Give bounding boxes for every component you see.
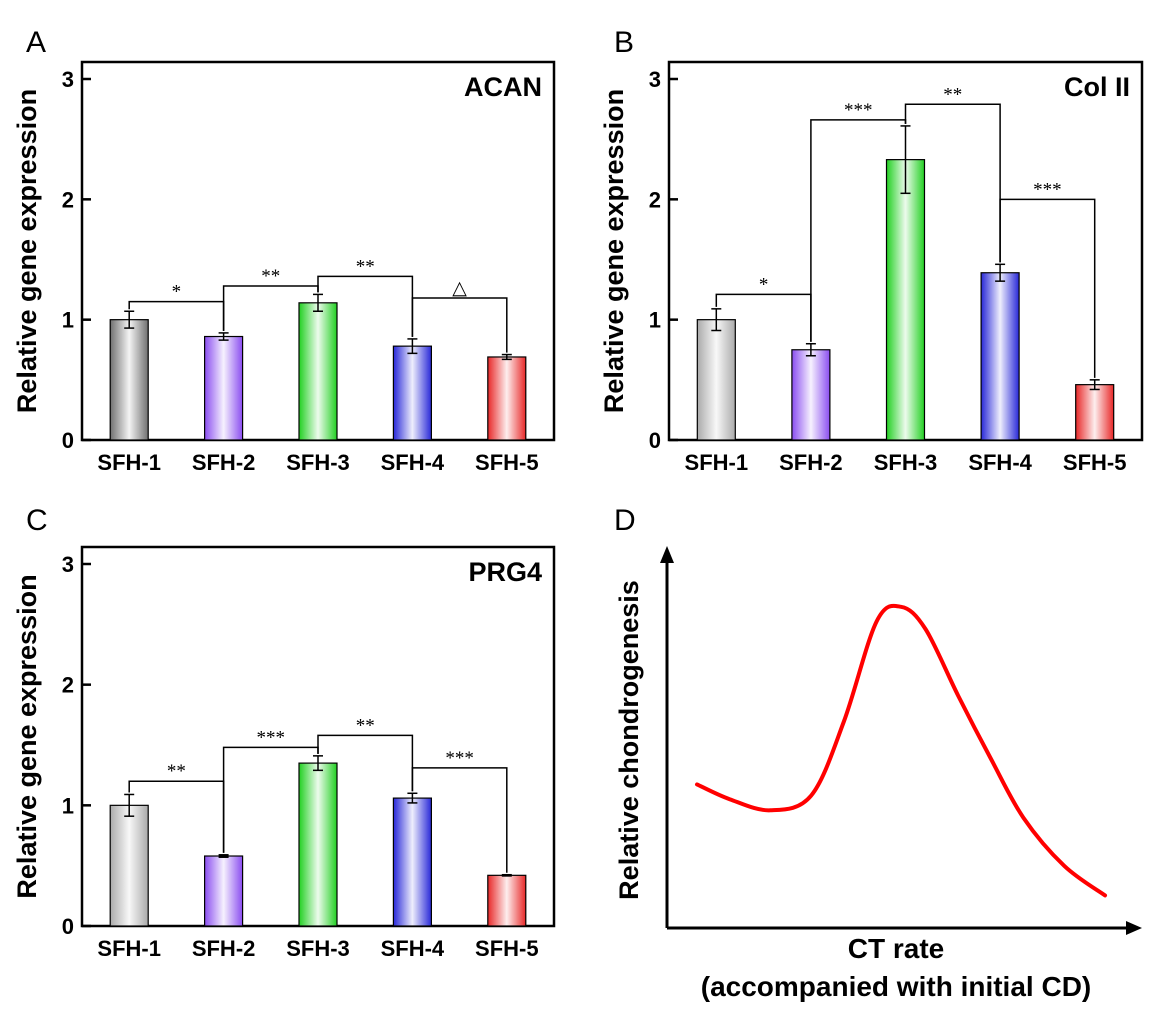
significance-bracket (317, 734, 414, 792)
panel-letter-c: C (26, 504, 48, 537)
bar-sfh-2 (204, 335, 244, 441)
y-tick-label: 0 (649, 428, 661, 453)
bar-sfh-3 (885, 159, 926, 441)
panel-a-title: ACAN (464, 72, 542, 102)
panel-a-y-axis-label: Relative gene expression (12, 89, 42, 413)
bar-sfh-1 (696, 319, 736, 441)
panel-c-y-axis-label: Relative gene expression (12, 574, 42, 898)
bar-sfh-5 (487, 356, 527, 441)
x-tick-label: SFH-1 (97, 450, 161, 475)
significance-bracket (411, 297, 508, 353)
bar-sfh-4 (980, 272, 1020, 441)
significance-label: * (172, 282, 182, 303)
x-tick-label: SFH-4 (968, 450, 1032, 475)
panel-letter-a: A (26, 26, 46, 59)
panel-d-y-axis-label: Relative chondrogenesis (614, 580, 644, 900)
x-tick-label: SFH-5 (1063, 450, 1127, 475)
y-tick-label: 2 (649, 187, 661, 212)
significance-label: * (759, 274, 769, 295)
x-tick-label: SFH-3 (874, 450, 938, 475)
bar-sfh-1 (109, 804, 149, 927)
x-tick-label: SFH-2 (779, 450, 843, 475)
panel-d-x-axis-label: CT rate (848, 933, 944, 964)
panel-c-chart: PRG4 Relative gene expression 0 1 2 3 SFH-1 S… (12, 545, 556, 961)
panel-d-x-arrowhead (1126, 921, 1142, 935)
bar-sfh-5 (487, 874, 527, 927)
significance-label: ** (943, 84, 962, 105)
y-tick-label: 1 (62, 793, 74, 818)
x-tick-label: SFH-4 (381, 936, 445, 961)
significance-label: ** (167, 761, 186, 782)
bar-sfh-3 (298, 762, 338, 927)
panel-b-chart: Col II Relative gene expression 0 1 2 3 SFH-… (599, 60, 1144, 475)
significance-label: ** (261, 266, 280, 287)
x-tick-label: SFH-4 (381, 450, 445, 475)
x-tick-label: SFH-5 (475, 936, 539, 961)
bar-sfh-5 (1075, 384, 1115, 441)
panel-letter-d: D (614, 504, 636, 537)
panel-c-title: PRG4 (468, 557, 542, 587)
bar-sfh-3 (298, 302, 338, 441)
y-tick-label: 2 (62, 187, 74, 212)
panel-b-y-axis-label: Relative gene expression (599, 89, 629, 413)
significance-label: △ (452, 278, 467, 299)
panel-a-chart: ACAN Relative gene expression 0 1 2 3 SFH-1 S… (12, 60, 556, 475)
panel-d-y-arrowhead (660, 546, 674, 563)
y-tick-label: 3 (649, 67, 661, 92)
x-tick-label: SFH-2 (192, 936, 256, 961)
bar-sfh-4 (392, 797, 432, 927)
significance-label: *** (257, 727, 286, 748)
panel-letter-b: B (614, 26, 634, 59)
significance-label: ** (356, 715, 375, 736)
bar-sfh-2 (791, 349, 831, 441)
y-tick-label: 1 (62, 308, 74, 333)
x-tick-label: SFH-5 (475, 450, 539, 475)
panel-d-chart: Relative chondrogenesis CT rate (accompa… (614, 546, 1142, 1002)
y-tick-label: 3 (62, 552, 74, 577)
x-tick-label: SFH-2 (192, 450, 256, 475)
y-tick-label: 0 (62, 428, 74, 453)
significance-label: *** (1033, 179, 1062, 200)
panel-d-series-line (695, 603, 1107, 898)
x-tick-label: SFH-1 (685, 450, 749, 475)
significance-label: ** (356, 256, 375, 277)
bar-sfh-2 (204, 855, 244, 927)
significance-bracket (999, 198, 1096, 378)
significance-bracket (411, 767, 508, 873)
x-tick-label: SFH-3 (286, 936, 350, 961)
y-tick-label: 1 (649, 308, 661, 333)
y-tick-label: 0 (62, 914, 74, 939)
bar-sfh-1 (109, 319, 149, 441)
panel-d-x-axis-label-line2: (accompanied with initial CD) (701, 971, 1091, 1002)
y-tick-label: 3 (62, 67, 74, 92)
x-tick-label: SFH-3 (286, 450, 350, 475)
significance-label: *** (844, 100, 873, 121)
significance-bracket (904, 103, 1001, 263)
bar-sfh-4 (392, 345, 432, 441)
y-tick-label: 2 (62, 673, 74, 698)
x-tick-label: SFH-1 (97, 936, 161, 961)
panel-b-title: Col II (1064, 72, 1130, 102)
significance-label: *** (445, 748, 474, 769)
